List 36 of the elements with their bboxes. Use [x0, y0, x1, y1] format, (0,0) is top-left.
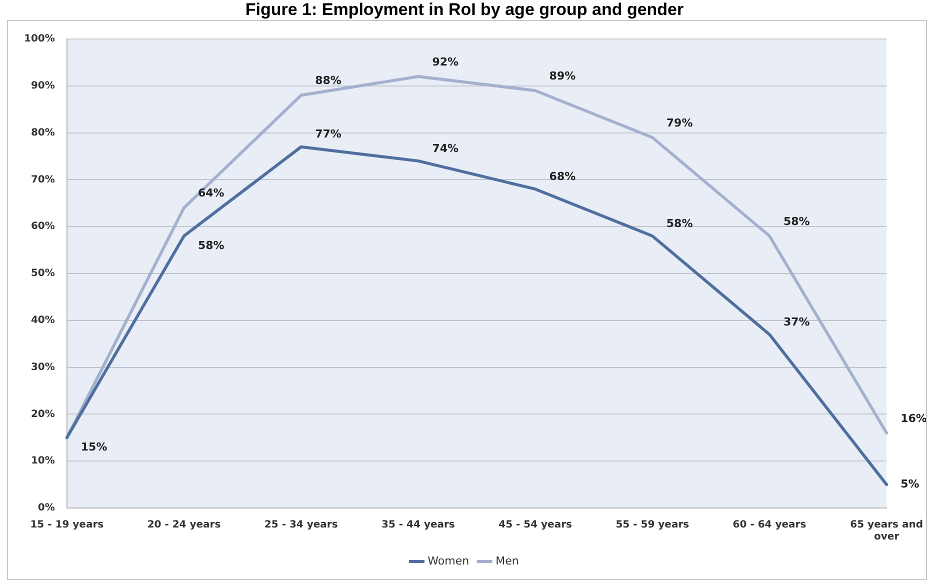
data-label: 68%: [549, 170, 576, 183]
y-tick-label: 10%: [30, 456, 55, 467]
y-tick-label: 80%: [30, 127, 55, 138]
x-tick-label: 45 - 54 years: [498, 520, 572, 531]
data-label: 79%: [666, 116, 693, 130]
x-tick-label: 35 - 44 years: [382, 520, 455, 531]
y-tick-label: 20%: [30, 408, 55, 420]
data-label: 88%: [315, 74, 342, 88]
y-tick-label: 60%: [30, 221, 55, 232]
y-tick-label: 50%: [30, 268, 55, 280]
legend-label: Men: [496, 554, 519, 568]
data-label: 92%: [432, 55, 459, 68]
legend-label: Women: [428, 554, 470, 568]
y-tick-label: 30%: [30, 362, 55, 373]
x-tick-label: 60 - 64 years: [732, 520, 806, 531]
data-label: 58%: [783, 214, 810, 228]
x-tick-label: 55 - 59 years: [616, 520, 690, 531]
data-label: 74%: [432, 142, 459, 155]
data-label: 5%: [900, 477, 920, 490]
x-tick-label: 15 - 19 years: [30, 520, 104, 531]
chart-title: Figure 1: Employment in RoI by age group and gender: [244, 0, 685, 20]
y-tick-label: 90%: [30, 80, 55, 92]
data-label: 37%: [783, 315, 810, 328]
y-tick-label: 0%: [38, 502, 55, 514]
data-label: 77%: [315, 128, 342, 141]
data-label: 58%: [198, 238, 224, 252]
data-label: 58%: [666, 216, 693, 230]
data-label: 64%: [198, 186, 224, 200]
data-label: 15%: [80, 440, 108, 454]
x-tick-label: 20 - 24 years: [147, 520, 221, 531]
y-tick-label: 70%: [30, 174, 55, 186]
x-tick-label: 25 - 34 years: [264, 520, 338, 531]
data-label: 89%: [549, 69, 576, 82]
x-tick-label: 65 years and over: [850, 520, 924, 543]
y-tick-label: 40%: [30, 314, 55, 326]
y-tick-label: 100%: [24, 34, 55, 45]
